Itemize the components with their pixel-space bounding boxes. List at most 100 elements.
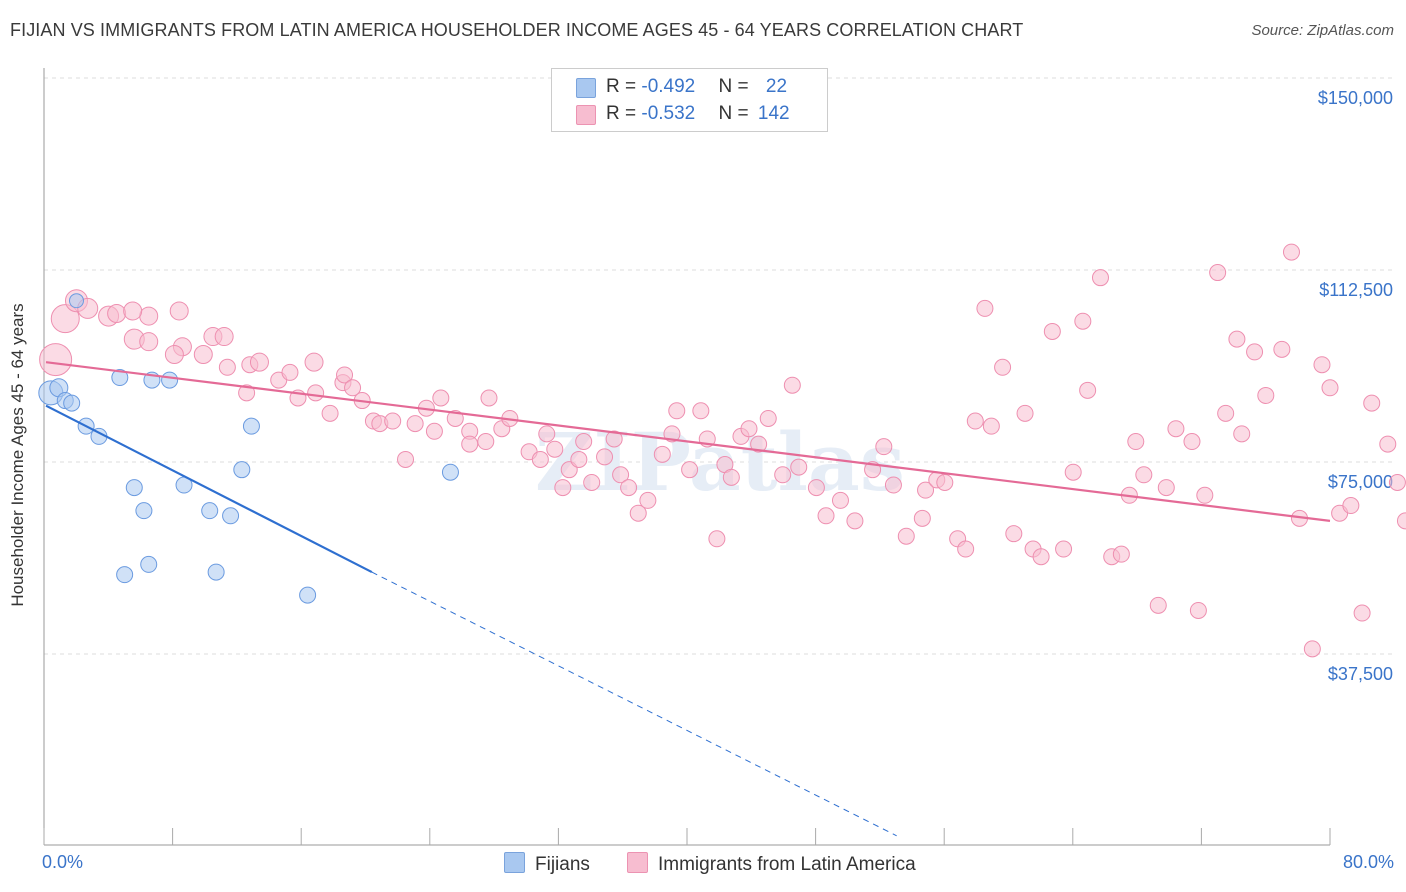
- point-fijians: [116, 566, 134, 584]
- point-latin-america: [1112, 545, 1130, 563]
- correlation-legend: R = -0.492 N = 22 R = -0.532 N = 142: [551, 68, 828, 132]
- point-latin-america: [1055, 540, 1073, 558]
- point-latin-america: [321, 404, 339, 422]
- point-latin-america: [681, 461, 699, 479]
- point-latin-america: [1167, 420, 1185, 438]
- point-latin-america: [1257, 386, 1275, 404]
- point-latin-america: [1321, 379, 1339, 397]
- point-latin-america: [994, 358, 1012, 376]
- point-latin-america: [1396, 512, 1406, 530]
- x-tick-max: 80.0%: [1342, 852, 1394, 872]
- point-latin-america: [913, 509, 931, 527]
- point-fijians: [242, 417, 260, 435]
- point-latin-america: [50, 304, 80, 334]
- legend-r-value-latin-america: -0.532: [641, 103, 696, 124]
- point-fijians: [111, 369, 129, 387]
- point-latin-america: [1091, 269, 1109, 287]
- point-latin-america: [169, 301, 189, 321]
- point-latin-america: [575, 433, 593, 451]
- point-latin-america: [39, 343, 73, 377]
- point-latin-america: [831, 491, 849, 509]
- point-fijians: [441, 463, 459, 481]
- point-latin-america: [425, 422, 443, 440]
- point-latin-america: [164, 344, 184, 364]
- point-latin-america: [344, 379, 362, 397]
- point-latin-america: [750, 435, 768, 453]
- point-latin-america: [193, 344, 213, 364]
- bottom-legend-swatch-latin-america: [627, 852, 648, 873]
- point-latin-america: [406, 415, 424, 433]
- point-latin-america: [1127, 433, 1145, 451]
- legend-swatch-fijians: [576, 78, 596, 98]
- legend-r-label: R =: [606, 76, 642, 97]
- legend-row-fijians: R = -0.492 N = 22: [576, 74, 787, 100]
- legend-r-value-fijians: -0.492: [641, 76, 696, 97]
- point-latin-america: [1246, 343, 1264, 361]
- point-latin-america: [307, 384, 325, 402]
- point-latin-america: [807, 479, 825, 497]
- y-tick-label: $150,000: [1318, 88, 1393, 108]
- point-latin-america: [139, 332, 159, 352]
- point-latin-america: [1157, 479, 1175, 497]
- bottom-legend-fijians: Fijians: [504, 852, 590, 876]
- point-latin-america: [1342, 497, 1360, 515]
- y-tick-label: $37,500: [1328, 664, 1393, 684]
- point-latin-america: [1064, 463, 1082, 481]
- point-latin-america: [238, 384, 256, 402]
- point-latin-america: [546, 440, 564, 458]
- legend-n-value-latin-america: 142: [757, 103, 790, 124]
- point-latin-america: [639, 491, 657, 509]
- point-latin-america: [692, 402, 710, 420]
- point-latin-america: [281, 363, 299, 381]
- point-latin-america: [612, 466, 630, 484]
- point-latin-america: [917, 481, 935, 499]
- point-latin-america: [1233, 425, 1251, 443]
- legend-row-latin-america: R = -0.532 N = 142: [576, 101, 790, 127]
- bottom-legend-label-fijians: Fijians: [535, 854, 590, 875]
- point-latin-america: [531, 450, 549, 468]
- point-latin-america: [139, 306, 159, 326]
- legend-n-label: N =: [718, 76, 754, 97]
- point-latin-america: [722, 468, 740, 486]
- point-latin-america: [936, 473, 954, 491]
- chart-title: FIJIAN VS IMMIGRANTS FROM LATIN AMERICA …: [10, 20, 1024, 40]
- point-latin-america: [1379, 435, 1397, 453]
- point-fijians: [299, 586, 317, 604]
- point-latin-america: [218, 358, 236, 376]
- point-latin-america: [668, 402, 686, 420]
- point-latin-america: [976, 299, 994, 317]
- point-latin-america: [336, 366, 354, 384]
- point-latin-america: [1209, 264, 1227, 282]
- point-fijians: [201, 502, 219, 520]
- point-latin-america: [596, 448, 614, 466]
- legend-swatch-latin-america: [576, 105, 596, 125]
- point-latin-america: [1313, 356, 1331, 374]
- point-latin-america: [884, 476, 902, 494]
- point-latin-america: [774, 466, 792, 484]
- trendline-fijians: [45, 404, 373, 574]
- point-latin-america: [432, 389, 450, 407]
- point-fijians: [125, 479, 143, 497]
- point-latin-america: [966, 412, 984, 430]
- x-tick-min: 0.0%: [42, 852, 84, 872]
- point-latin-america: [759, 409, 777, 427]
- point-latin-america: [708, 530, 726, 548]
- point-latin-america: [397, 450, 415, 468]
- point-latin-america: [123, 301, 143, 321]
- bottom-legend-latin-america: Immigrants from Latin America: [627, 852, 916, 876]
- point-latin-america: [653, 445, 671, 463]
- point-latin-america: [477, 433, 495, 451]
- point-latin-america: [783, 376, 801, 394]
- point-latin-america: [1032, 548, 1050, 566]
- point-fijians: [207, 563, 225, 581]
- trendline-latin-america: [45, 361, 1331, 522]
- point-fijians: [233, 461, 251, 479]
- point-latin-america: [304, 352, 324, 372]
- point-latin-america: [1079, 381, 1097, 399]
- point-latin-america: [1282, 243, 1300, 261]
- trendline-fijians-extension: [371, 571, 897, 837]
- point-latin-america: [107, 304, 127, 324]
- point-latin-america: [1228, 330, 1246, 348]
- point-fijians: [63, 394, 81, 412]
- point-latin-america: [740, 420, 758, 438]
